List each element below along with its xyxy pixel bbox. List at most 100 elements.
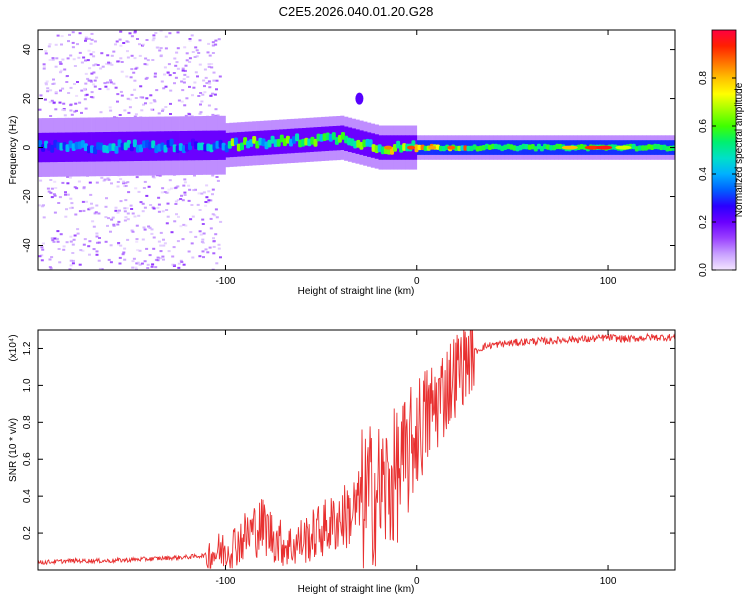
heat-cell [190, 242, 194, 245]
heat-cell [60, 35, 64, 38]
heat-cell [50, 187, 54, 190]
heat-cell [457, 145, 462, 152]
heat-cell [152, 207, 156, 210]
heat-cell [45, 80, 49, 83]
heat-cell [182, 184, 186, 187]
heat-cell [77, 56, 81, 59]
heat-cell [198, 230, 202, 233]
x-tick-label: -100 [215, 276, 235, 287]
heat-cell [150, 108, 153, 111]
heat-cell [157, 196, 161, 199]
heat-cell [42, 63, 46, 66]
heat-cell [80, 89, 84, 92]
heat-cell [88, 240, 92, 243]
heat-cell [218, 75, 222, 78]
heat-cell [224, 144, 229, 153]
heat-cell [128, 32, 132, 35]
heat-cell [47, 190, 51, 193]
heat-cell [215, 140, 220, 149]
heat-cell [211, 188, 215, 191]
heat-cell [108, 106, 112, 109]
x-tick-label: 0 [414, 576, 420, 587]
heat-cell [186, 75, 190, 78]
heat-cell [173, 57, 177, 60]
heat-cell [71, 259, 75, 262]
heat-cell [161, 110, 164, 112]
heat-cell [205, 196, 209, 199]
heat-cell [494, 143, 498, 150]
heat-cell [48, 43, 52, 46]
heat-cell [65, 144, 70, 152]
heat-cell [74, 102, 78, 105]
heat-cell [181, 89, 185, 92]
heat-cell [252, 136, 257, 144]
heat-cell [204, 248, 208, 251]
heat-cell [133, 215, 137, 218]
heat-cell [119, 57, 123, 60]
heat-cell [89, 53, 93, 56]
heat-cell [442, 145, 446, 152]
heat-cell [109, 244, 113, 247]
heat-cell [148, 254, 152, 257]
heat-cell [67, 40, 70, 43]
heat-cell [276, 138, 281, 147]
heat-cell [195, 55, 199, 58]
colorbar-gradient [711, 29, 737, 271]
heat-cell [83, 87, 87, 90]
heat-cell [48, 59, 52, 61]
heat-cell [76, 232, 80, 235]
heat-cell [58, 101, 62, 104]
heat-cell [51, 58, 55, 61]
heat-cell [52, 193, 56, 196]
heat-cell [54, 65, 58, 68]
heat-cell [163, 191, 167, 193]
heat-cell [125, 40, 129, 43]
heat-cell [126, 218, 130, 221]
heat-cell [42, 67, 46, 70]
heat-cell [106, 54, 110, 57]
heat-cell [90, 72, 94, 75]
heat-hotspot [584, 145, 601, 150]
heat-cell [543, 143, 547, 150]
heat-cell [96, 64, 100, 66]
heat-cell [143, 180, 147, 183]
heat-cell [119, 244, 123, 247]
heat-cell [65, 208, 68, 211]
colorbar-tick-label: 0.6 [698, 119, 709, 133]
heat-cell [116, 185, 120, 188]
heat-cell [166, 191, 170, 194]
heat-cell [188, 113, 192, 116]
heat-cell [131, 212, 135, 215]
heat-cell [71, 252, 75, 254]
heat-cell [163, 242, 167, 245]
heat-cell [185, 52, 189, 55]
heat-cell [211, 52, 215, 54]
heat-cell [130, 93, 134, 96]
heat-cell [122, 182, 126, 185]
heat-cell [193, 81, 197, 84]
heat-cell [98, 267, 102, 270]
snr-series [38, 330, 675, 569]
heat-cell [66, 182, 70, 185]
heat-cell [206, 51, 210, 54]
heat-cell [92, 51, 96, 54]
heat-cell [144, 57, 148, 60]
heat-cell [172, 246, 176, 249]
heat-cell [201, 238, 205, 241]
heat-cell [88, 253, 91, 256]
heat-cell [59, 69, 63, 72]
heat-cell [184, 64, 188, 67]
heat-cell [160, 80, 164, 83]
heat-cell [107, 61, 111, 64]
heat-cell [48, 101, 52, 104]
heat-cell [211, 213, 215, 216]
heat-cell [145, 194, 149, 197]
heat-cell [116, 100, 119, 103]
heat-cell [183, 104, 187, 107]
heat-cell [80, 61, 84, 64]
heat-cell [59, 62, 63, 65]
heat-cell [202, 191, 206, 194]
heat-cell [163, 66, 167, 69]
heat-cell [183, 178, 187, 181]
heat-cell [106, 81, 110, 84]
